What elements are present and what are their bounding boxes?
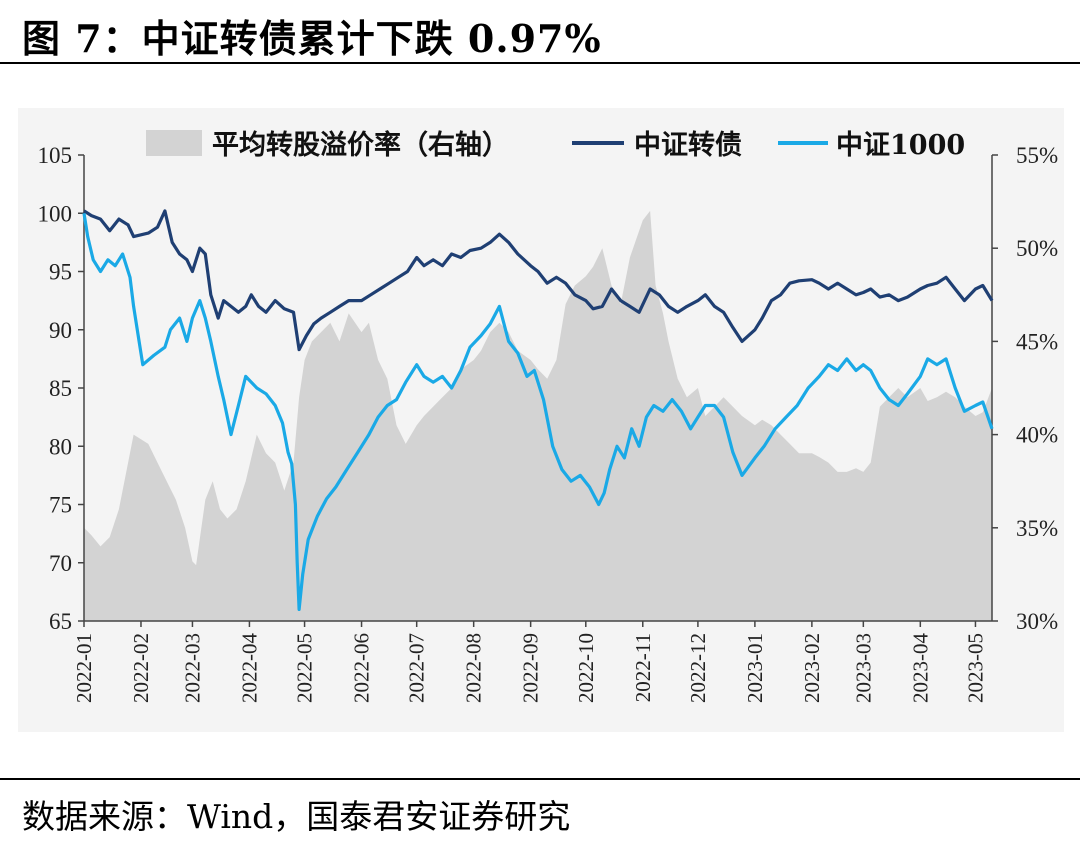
- right-tick-label: 40%: [1016, 423, 1058, 448]
- premium-area-layer: [84, 210, 992, 621]
- left-tick-label: 90: [49, 318, 72, 343]
- x-tick-label: 2022-02: [129, 633, 153, 703]
- x-tick-label: 2022-07: [405, 633, 429, 703]
- right-tick-label: 30%: [1016, 609, 1058, 634]
- figure-title: 图 7：中证转债累计下跌 0.97%: [22, 16, 602, 61]
- left-tick-label: 80: [49, 434, 72, 459]
- right-tick-label: 55%: [1016, 143, 1058, 168]
- left-tick-label: 100: [38, 201, 73, 226]
- source-note: 数据来源：Wind，国泰君安证券研究: [22, 797, 571, 836]
- x-tick-label: 2022-06: [350, 633, 374, 703]
- x-tick-label: 2023-01: [743, 633, 767, 703]
- legend: 平均转股溢价率（右轴） 中证转债 中证1000: [146, 129, 965, 161]
- top-rule: [0, 62, 1080, 64]
- x-tick-label: 2022-10: [574, 633, 598, 703]
- premium-area-series: [84, 210, 992, 621]
- csi-1000-line: [82, 213, 994, 611]
- legend-label-csi-1000: 中证1000: [836, 130, 965, 161]
- legend-label-csi-cb: 中证转债: [634, 130, 742, 161]
- x-tick-label: 2023-04: [908, 633, 932, 703]
- bottom-rule: [0, 778, 1080, 780]
- x-tick-label: 2022-11: [631, 633, 655, 702]
- left-tick-label: 70: [49, 551, 72, 576]
- x-tick-label: 2023-03: [851, 633, 875, 703]
- x-tick-label: 2022-08: [462, 633, 486, 703]
- left-tick-label: 75: [49, 493, 72, 518]
- left-tick-label: 85: [49, 376, 72, 401]
- left-tick-label: 65: [49, 609, 72, 634]
- csi-cb-line: [83, 209, 994, 352]
- x-tick-label: 2022-04: [237, 633, 261, 703]
- left-tick-label: 95: [49, 260, 72, 285]
- x-tick-label: 2022-12: [686, 633, 710, 703]
- x-tick-label: 2022-01: [72, 633, 96, 703]
- right-tick-label: 35%: [1016, 516, 1058, 541]
- x-tick-label: 2023-02: [800, 633, 824, 703]
- x-tick-label: 2023-05: [963, 633, 987, 703]
- line-layer: [82, 209, 994, 611]
- left-tick-label: 105: [38, 143, 73, 168]
- x-tick-label: 2022-05: [293, 633, 317, 703]
- axes: 105 100 95 90 85 80 75 70 65 55% 50% 45% 40% 35% 30% 20…: [38, 143, 1059, 703]
- x-tick-label: 2022-03: [180, 633, 204, 703]
- x-tick-label: 2022-09: [519, 633, 543, 703]
- right-tick-label: 50%: [1016, 236, 1058, 261]
- legend-label-premium: 平均转股溢价率（右轴）: [212, 129, 509, 161]
- right-tick-label: 45%: [1016, 329, 1058, 354]
- legend-swatch-premium: [146, 130, 202, 156]
